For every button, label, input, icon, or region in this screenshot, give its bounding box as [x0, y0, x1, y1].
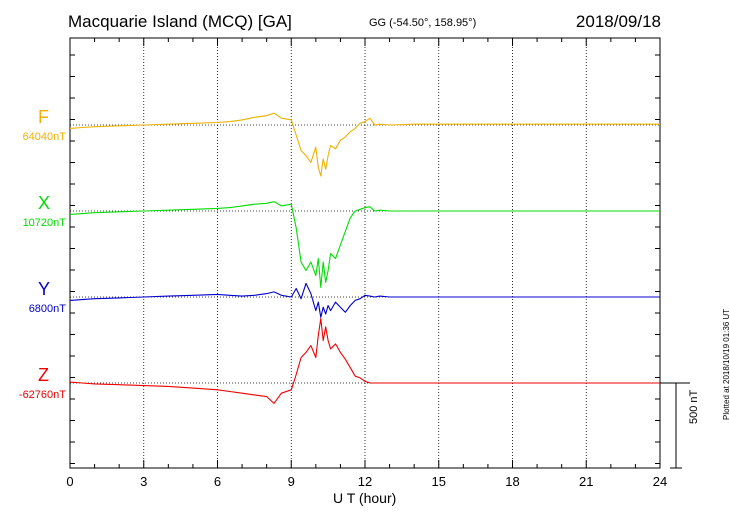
x-tick-label-6: 6: [214, 474, 221, 489]
x-tick-label-3: 3: [140, 474, 147, 489]
trace-y: [69, 282, 660, 318]
chart-date: 2018/09/18: [575, 12, 661, 31]
series-name-f: F: [38, 107, 49, 127]
x-tick-label-24: 24: [653, 474, 667, 489]
trace-f: [69, 112, 660, 177]
grid: [70, 38, 660, 468]
trace-z: [69, 317, 660, 404]
x-tick-label-0: 0: [66, 474, 73, 489]
series-baseline-z: -62760nT: [18, 389, 66, 401]
plot-frame: [69, 37, 661, 469]
x-axis-ticks: 0 3 6 9 12 15 18 21 24: [66, 38, 667, 489]
station-coordinates: GG (-54.50°, 158.95°): [369, 17, 477, 29]
series-name-y: Y: [38, 279, 51, 299]
x-axis-label: U T (hour): [333, 490, 397, 506]
chart-title: Macquarie Island (MCQ) [GA]: [68, 12, 292, 31]
trace-x: [69, 201, 660, 289]
component-traces: [69, 112, 660, 404]
x-tick-label-9: 9: [288, 474, 295, 489]
series-baseline-y: 6800nT: [28, 303, 66, 315]
series-baseline-f: 64040nT: [22, 131, 66, 143]
series-name-x: X: [38, 193, 51, 213]
plotted-timestamp: Plotted at 2018/10/19 01:36 UT: [722, 308, 730, 420]
x-tick-label-12: 12: [358, 474, 372, 489]
scale-bar: [660, 382, 690, 469]
scale-bar-label: 500 nT: [688, 389, 700, 424]
x-tick-label-15: 15: [432, 474, 446, 489]
x-tick-label-18: 18: [505, 474, 519, 489]
series-name-z: Z: [38, 365, 49, 385]
x-tick-label-21: 21: [579, 474, 593, 489]
series-baseline-x: 10720nT: [22, 217, 66, 229]
